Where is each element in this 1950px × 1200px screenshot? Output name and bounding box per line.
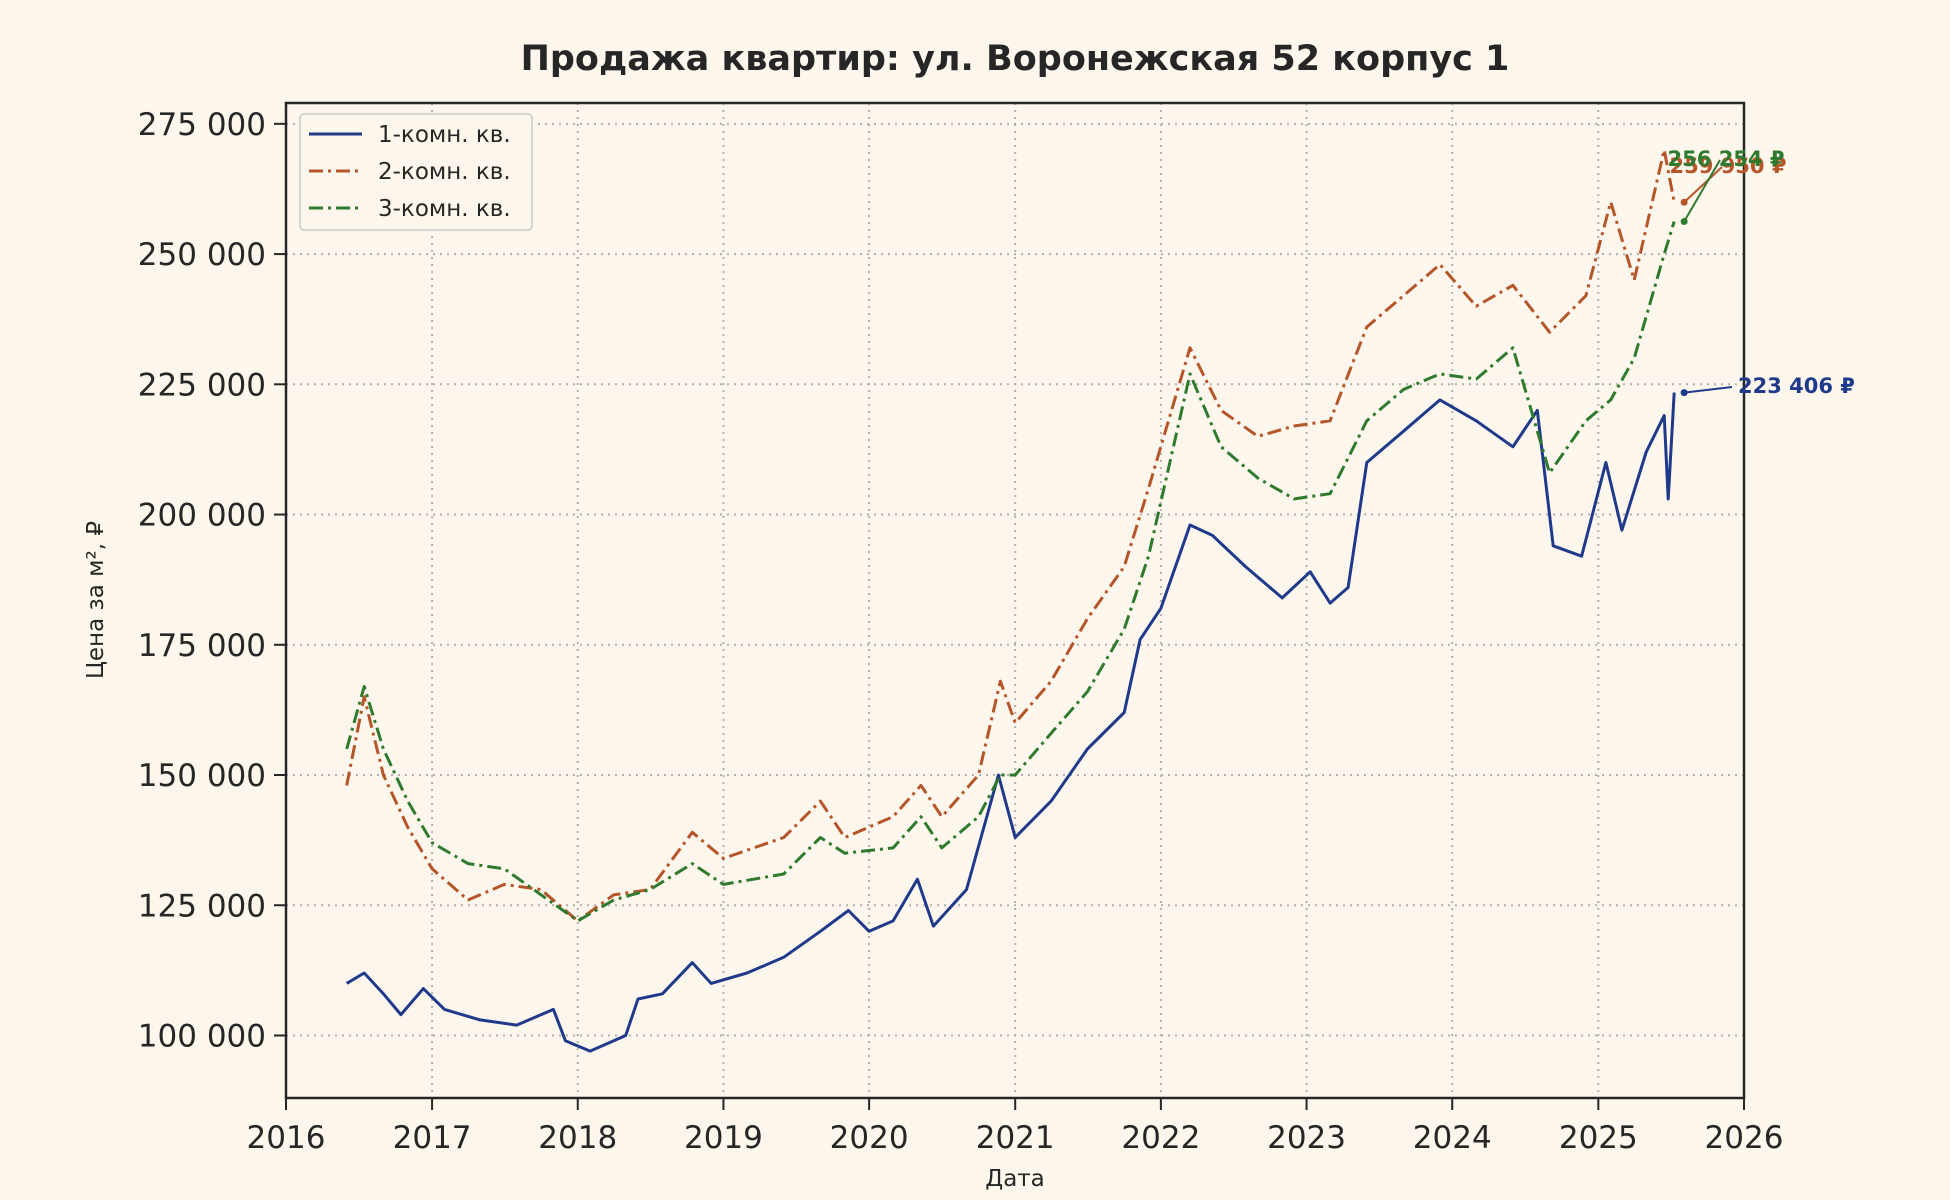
end-labels: 223 406 ₽ 259 950 ₽256 254 ₽ [1668,147,1855,398]
y-tick-label: 125 000 [138,888,266,924]
x-tick-label: 2016 [247,1120,326,1156]
y-tick-label: 250 000 [138,237,266,273]
series-layer [345,148,1676,1053]
legend-box [299,113,533,231]
x-tick-label: 2025 [1559,1120,1638,1156]
x-axis-label: Дата [985,1166,1045,1192]
x-tick-label: 2017 [393,1120,472,1156]
x-tick-label: 2018 [538,1120,617,1156]
x-tick-label: 2026 [1705,1120,1784,1156]
y-tick-label: 275 000 [138,107,266,143]
y-tick-label: 100 000 [138,1018,266,1054]
x-tick-label: 2021 [976,1120,1055,1156]
end-label: 259 950 ₽ [1670,154,1787,178]
end-label-arrow [1683,159,1721,222]
end-label: 223 406 ₽ [1738,374,1855,398]
y-tick-label: 225 000 [138,367,266,403]
chart-title: Продажа квартир: ул. Воронежская 52 корп… [521,39,1510,79]
end-label-arrowhead [1680,389,1688,397]
end-label-arrowhead [1680,198,1688,206]
end-label: 256 254 ₽ [1668,147,1785,171]
end-label-arrow [1684,386,1733,394]
x-tick-label: 2020 [830,1120,909,1156]
y-tick-label: 200 000 [138,498,266,534]
y-axis-ticks: 100 000 125 000 150 000 175 000 200 000 225 0… [138,107,286,1054]
x-tick-label: 2023 [1267,1120,1346,1156]
x-tick-label: 2019 [684,1120,763,1156]
y-tick-label: 175 000 [138,628,266,664]
x-axis-ticks: 2016 2017 2018 2019 2020 2021 2022 2023 2024 2025… [247,1098,1784,1156]
series-line-2 [345,148,1676,923]
x-tick-label: 2024 [1413,1120,1492,1156]
legend-label-1: 1-комн. кв. [378,122,511,148]
y-tick-label: 150 000 [138,758,266,794]
series-line-1 [345,392,1676,1053]
end-label-arrow [1683,166,1723,203]
legend-label-2: 2-комн. кв. [378,159,511,185]
legend-label-3: 3-комн. кв. [378,196,511,222]
legend: 1-комн. кв. 2-комн. кв. 3-комн. кв. [299,113,533,231]
series-line-3 [345,221,1676,923]
end-label-arrowhead [1680,217,1688,225]
x-tick-label: 2022 [1121,1120,1200,1156]
y-axis-label: Цена за м², ₽ [83,521,109,679]
